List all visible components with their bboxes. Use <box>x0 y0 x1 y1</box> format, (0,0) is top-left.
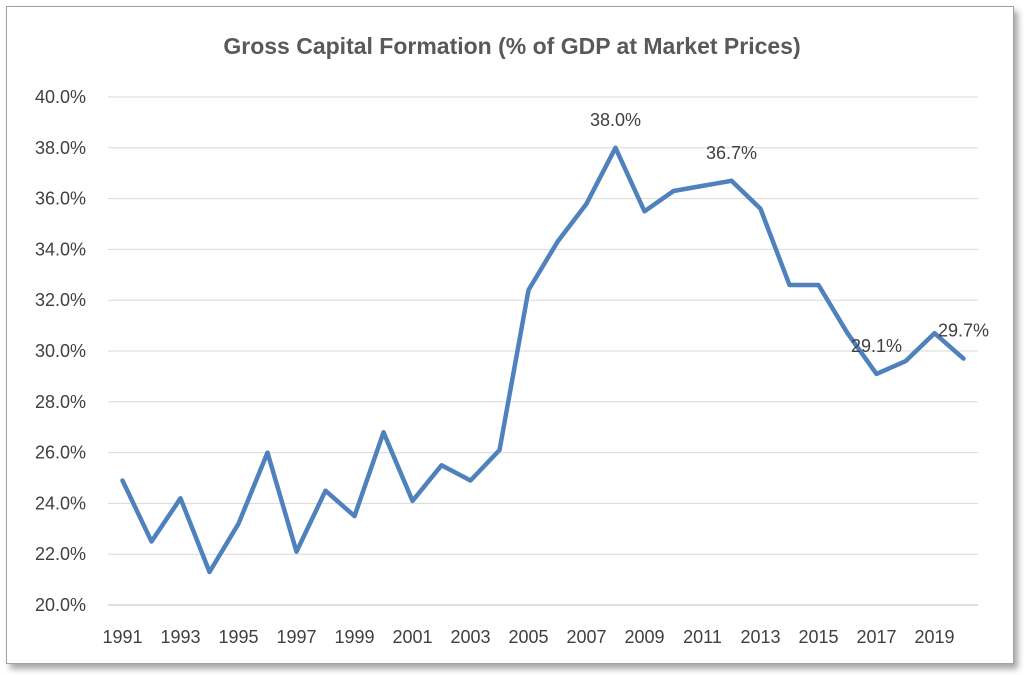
x-tick-label: 2013 <box>740 627 780 647</box>
data-label: 36.7% <box>706 143 757 163</box>
y-tick-label: 30.0% <box>35 341 86 361</box>
x-tick-label: 1999 <box>334 627 374 647</box>
y-tick-label: 28.0% <box>35 392 86 412</box>
chart-title: Gross Capital Formation (% of GDP at Mar… <box>223 33 800 59</box>
x-tick-label: 1995 <box>218 627 258 647</box>
data-labels: 38.0% 36.7% 29.1% 29.7% <box>590 110 989 356</box>
x-tick-label: 2011 <box>683 627 722 647</box>
series-line <box>120 145 966 575</box>
x-tick-label: 2003 <box>450 627 490 647</box>
y-tick-label: 38.0% <box>35 138 86 158</box>
x-tick-label: 2019 <box>914 627 954 647</box>
y-tick-label: 26.0% <box>35 443 86 463</box>
x-tick-label: 1993 <box>160 627 200 647</box>
y-tick-label: 34.0% <box>35 239 86 259</box>
x-tick-label: 2005 <box>508 627 548 647</box>
x-tick-label: 2007 <box>566 627 606 647</box>
x-tick-label: 1991 <box>102 627 142 647</box>
x-tick-label: 2001 <box>392 627 432 647</box>
data-label: 38.0% <box>590 110 641 130</box>
x-tick-label: 2017 <box>856 627 896 647</box>
y-axis-ticks: 20.0% 22.0% 24.0% 26.0% 28.0% 30.0% 32.0% 34.0%… <box>35 87 86 615</box>
data-label: 29.1% <box>851 336 902 356</box>
x-tick-label: 1997 <box>276 627 316 647</box>
y-tick-label: 36.0% <box>35 189 86 209</box>
x-tick-label: 2009 <box>624 627 664 647</box>
series-layer <box>120 145 966 575</box>
x-axis-ticks: 1991 1993 1995 1997 1999 2001 2003 2005 2007 2009… <box>102 627 954 647</box>
data-label: 29.7% <box>938 321 989 341</box>
y-tick-label: 32.0% <box>35 290 86 310</box>
gridlines <box>108 96 978 606</box>
y-tick-label: 22.0% <box>35 544 86 564</box>
y-tick-label: 20.0% <box>35 595 86 615</box>
x-tick-label: 2015 <box>798 627 838 647</box>
y-tick-label: 40.0% <box>35 87 86 107</box>
y-tick-label: 24.0% <box>35 493 86 513</box>
